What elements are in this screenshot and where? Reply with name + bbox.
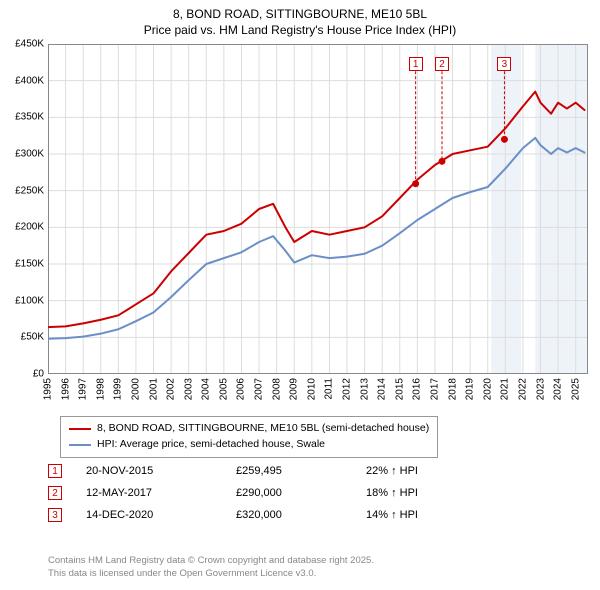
- chart-marker-2: 2: [435, 57, 449, 71]
- y-tick-label: £400K: [15, 75, 44, 86]
- legend-swatch: [69, 428, 91, 430]
- marker-hpi: 22% ↑ HPI: [366, 465, 496, 477]
- y-tick-label: £200K: [15, 222, 44, 233]
- chart-title: 8, BOND ROAD, SITTINGBOURNE, ME10 5BL Pr…: [0, 0, 600, 40]
- marker-box: 2: [48, 486, 62, 500]
- marker-price: £290,000: [236, 487, 366, 499]
- x-tick-label: 2001: [148, 378, 159, 400]
- marker-date: 14-DEC-2020: [86, 509, 236, 521]
- x-tick-label: 2006: [236, 378, 247, 400]
- y-tick-label: £150K: [15, 259, 44, 270]
- y-tick-label: £450K: [15, 39, 44, 50]
- marker-hpi: 14% ↑ HPI: [366, 509, 496, 521]
- x-tick-label: 1995: [43, 378, 54, 400]
- x-tick-label: 1998: [95, 378, 106, 400]
- x-tick-label: 1999: [113, 378, 124, 400]
- x-tick-label: 2016: [412, 378, 423, 400]
- x-tick-label: 2020: [482, 378, 493, 400]
- x-tick-label: 2022: [517, 378, 528, 400]
- hpi-chart-container: { "title": { "line1": "8, BOND ROAD, SIT…: [0, 0, 600, 590]
- x-tick-label: 2019: [465, 378, 476, 400]
- legend-item-0: 8, BOND ROAD, SITTINGBOURNE, ME10 5BL (s…: [69, 421, 429, 437]
- x-tick-label: 2009: [289, 378, 300, 400]
- chart-marker-3: 3: [497, 57, 511, 71]
- marker-price: £320,000: [236, 509, 366, 521]
- x-tick-label: 1996: [60, 378, 71, 400]
- legend-label: HPI: Average price, semi-detached house,…: [97, 437, 325, 453]
- footer-line-2: This data is licensed under the Open Gov…: [48, 568, 374, 580]
- legend-item-1: HPI: Average price, semi-detached house,…: [69, 437, 429, 453]
- marker-row-3: 3 14-DEC-2020£320,00014% ↑ HPI: [48, 504, 496, 526]
- x-tick-label: 2010: [306, 378, 317, 400]
- y-tick-label: £100K: [15, 295, 44, 306]
- chart-footer: Contains HM Land Registry data © Crown c…: [48, 555, 374, 580]
- x-tick-label: 2008: [271, 378, 282, 400]
- marker-table: 1 20-NOV-2015£259,49522% ↑ HPI 2 12-MAY-201…: [48, 460, 496, 526]
- x-tick-label: 2005: [218, 378, 229, 400]
- marker-box: 1: [48, 464, 62, 478]
- x-tick-label: 2003: [183, 378, 194, 400]
- x-tick-label: 2011: [324, 378, 335, 400]
- x-tick-label: 2023: [535, 378, 546, 400]
- title-line-1: 8, BOND ROAD, SITTINGBOURNE, ME10 5BL: [0, 6, 600, 22]
- x-tick-label: 2017: [429, 378, 440, 400]
- x-tick-label: 1997: [78, 378, 89, 400]
- x-tick-label: 2021: [500, 378, 511, 400]
- y-tick-label: £350K: [15, 112, 44, 123]
- x-tick-label: 2002: [166, 378, 177, 400]
- y-tick-label: £300K: [15, 149, 44, 160]
- chart-legend: 8, BOND ROAD, SITTINGBOURNE, ME10 5BL (s…: [60, 416, 438, 458]
- x-tick-label: 2012: [342, 378, 353, 400]
- x-tick-label: 2013: [359, 378, 370, 400]
- title-line-2: Price paid vs. HM Land Registry's House …: [0, 22, 600, 38]
- x-tick-label: 2018: [447, 378, 458, 400]
- marker-price: £259,495: [236, 465, 366, 477]
- chart-marker-1: 1: [409, 57, 423, 71]
- marker-date: 12-MAY-2017: [86, 487, 236, 499]
- marker-row-1: 1 20-NOV-2015£259,49522% ↑ HPI: [48, 460, 496, 482]
- x-tick-label: 2024: [553, 378, 564, 400]
- marker-date: 20-NOV-2015: [86, 465, 236, 477]
- x-tick-label: 2000: [130, 378, 141, 400]
- legend-label: 8, BOND ROAD, SITTINGBOURNE, ME10 5BL (s…: [97, 421, 429, 437]
- marker-hpi: 18% ↑ HPI: [366, 487, 496, 499]
- marker-row-2: 2 12-MAY-2017£290,00018% ↑ HPI: [48, 482, 496, 504]
- x-tick-label: 2014: [377, 378, 388, 400]
- x-tick-label: 2025: [570, 378, 581, 400]
- line-chart: £0£50K£100K£150K£200K£250K£300K£350K£400…: [48, 44, 588, 374]
- marker-box: 3: [48, 508, 62, 522]
- legend-swatch: [69, 444, 91, 446]
- x-tick-label: 2015: [394, 378, 405, 400]
- chart-svg: [48, 44, 588, 374]
- y-tick-label: £50K: [21, 332, 44, 343]
- x-tick-label: 2004: [201, 378, 212, 400]
- footer-line-1: Contains HM Land Registry data © Crown c…: [48, 555, 374, 567]
- y-tick-label: £250K: [15, 185, 44, 196]
- x-tick-label: 2007: [254, 378, 265, 400]
